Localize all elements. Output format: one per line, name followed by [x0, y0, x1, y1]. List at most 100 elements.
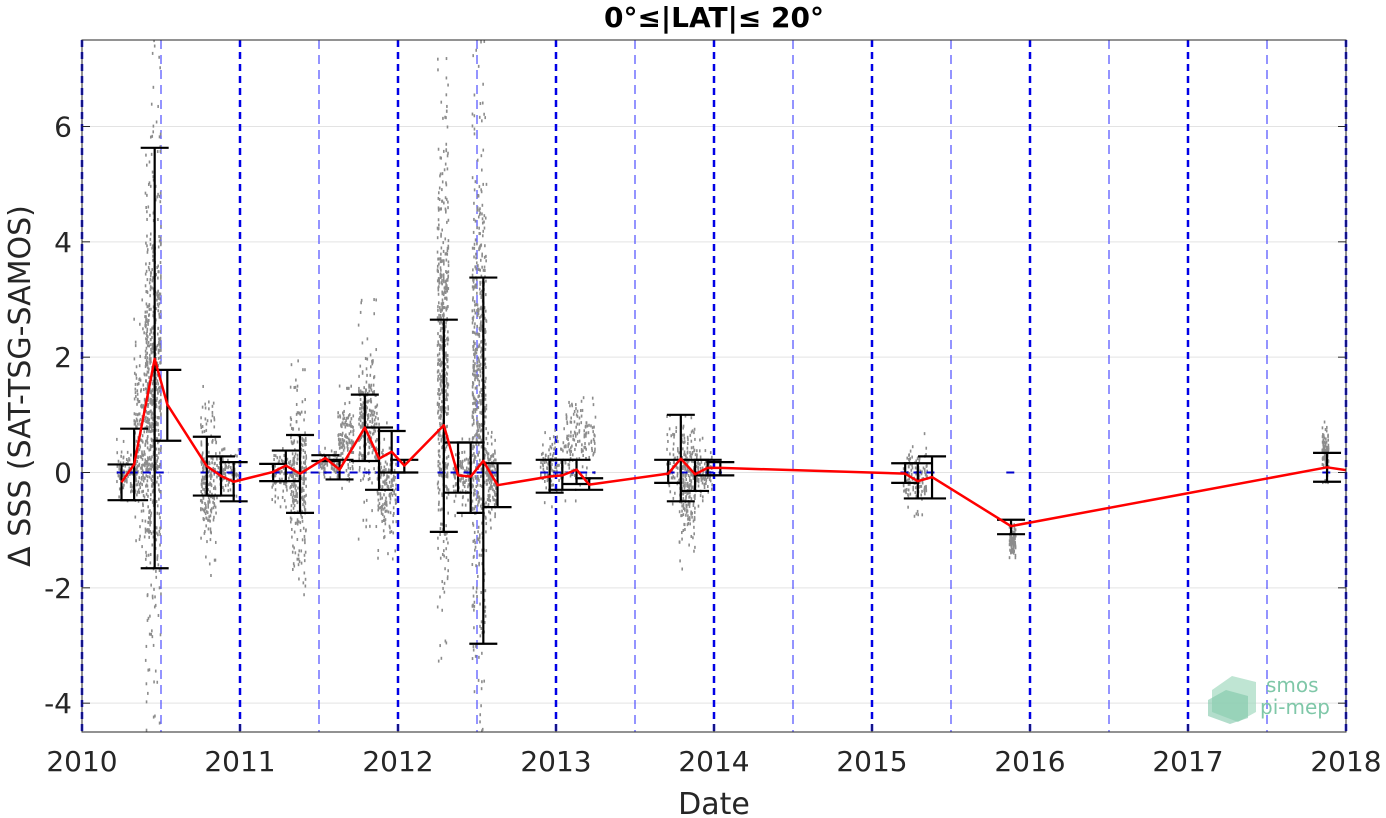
scatter-point	[148, 511, 150, 515]
scatter-point	[476, 439, 478, 443]
scatter-point	[214, 558, 217, 562]
scatter-point	[693, 431, 695, 435]
scatter-point	[1011, 537, 1013, 541]
scatter-point	[346, 386, 348, 390]
scatter-point	[476, 324, 479, 328]
scatter-point	[210, 456, 213, 460]
scatter-point	[473, 452, 475, 456]
scatter-point	[151, 278, 154, 282]
scatter-point	[909, 457, 912, 461]
scatter-point	[366, 417, 369, 421]
scatter-point	[293, 481, 296, 485]
scatter-point	[926, 464, 928, 468]
scatter-point	[592, 453, 594, 457]
scatter-point	[438, 223, 440, 227]
scatter-point	[290, 485, 292, 489]
scatter-point	[377, 504, 380, 508]
scatter-point	[564, 444, 567, 448]
scatter-point	[207, 488, 209, 492]
scatter-point	[437, 319, 440, 323]
scatter-point	[221, 473, 223, 477]
scatter-point	[454, 476, 457, 480]
scatter-point	[542, 451, 544, 455]
scatter-point	[471, 391, 474, 395]
scatter-point	[688, 543, 690, 547]
scatter-point	[368, 477, 371, 481]
scatter-point	[472, 408, 475, 412]
scatter-point	[484, 357, 487, 361]
scatter-point	[446, 271, 448, 275]
scatter-point	[703, 483, 706, 487]
scatter-point	[210, 573, 212, 577]
scatter-point	[151, 382, 154, 386]
scatter-point	[156, 467, 159, 471]
scatter-point	[439, 595, 441, 599]
scatter-point	[437, 546, 439, 550]
scatter-point	[440, 309, 442, 313]
scatter-point	[441, 369, 443, 373]
scatter-point	[136, 413, 139, 417]
scatter-point	[444, 325, 447, 329]
scatter-point	[438, 262, 440, 266]
scatter-point	[480, 307, 483, 311]
scatter-point	[366, 337, 369, 341]
scatter-point	[487, 496, 490, 500]
scatter-point	[487, 503, 490, 507]
scatter-point	[203, 429, 206, 433]
scatter-point	[1009, 548, 1011, 552]
scatter-point	[702, 495, 704, 499]
scatter-point	[144, 365, 147, 369]
scatter-point	[477, 475, 479, 479]
scatter-point	[146, 234, 148, 238]
scatter-point	[204, 512, 207, 516]
scatter-point	[468, 472, 471, 476]
scatter-point	[362, 477, 364, 481]
scatter-point	[344, 402, 346, 406]
scatter-point	[149, 530, 152, 534]
scatter-point	[464, 458, 466, 462]
scatter-point	[686, 523, 689, 527]
scatter-point	[150, 583, 152, 587]
scatter-point	[380, 473, 382, 477]
scatter-point	[148, 367, 150, 371]
scatter-point	[567, 444, 569, 448]
scatter-point	[477, 367, 480, 371]
scatter-point	[141, 450, 143, 454]
scatter-point	[441, 292, 444, 296]
scatter-point	[442, 586, 444, 590]
scatter-point	[550, 467, 552, 471]
scatter-point	[234, 453, 237, 457]
scatter-point	[477, 491, 480, 495]
scatter-point	[484, 605, 487, 609]
scatter-point	[473, 690, 476, 694]
scatter-point	[388, 480, 391, 484]
scatter-point	[300, 477, 303, 481]
scatter-point	[149, 359, 151, 363]
scatter-point	[708, 477, 711, 481]
scatter-point	[155, 420, 158, 424]
scatter-point	[913, 514, 916, 518]
scatter-point	[151, 478, 153, 482]
scatter-point	[144, 476, 146, 480]
scatter-point	[485, 482, 488, 486]
scatter-point	[472, 436, 475, 440]
scatter-point	[481, 254, 483, 258]
scatter-point	[490, 455, 492, 459]
scatter-point	[384, 499, 387, 503]
scatter-point	[437, 453, 440, 457]
scatter-point	[301, 515, 303, 519]
scatter-point	[303, 418, 305, 422]
scatter-point	[348, 413, 351, 417]
scatter-point	[366, 357, 369, 361]
scatter-point	[296, 538, 299, 542]
scatter-point	[293, 386, 296, 390]
scatter-point	[925, 453, 927, 457]
scatter-point	[150, 416, 153, 420]
scatter-point	[119, 461, 122, 465]
scatter-point	[206, 419, 209, 423]
scatter-point	[473, 368, 475, 372]
scatter-point	[344, 420, 347, 424]
scatter-point	[149, 357, 152, 361]
